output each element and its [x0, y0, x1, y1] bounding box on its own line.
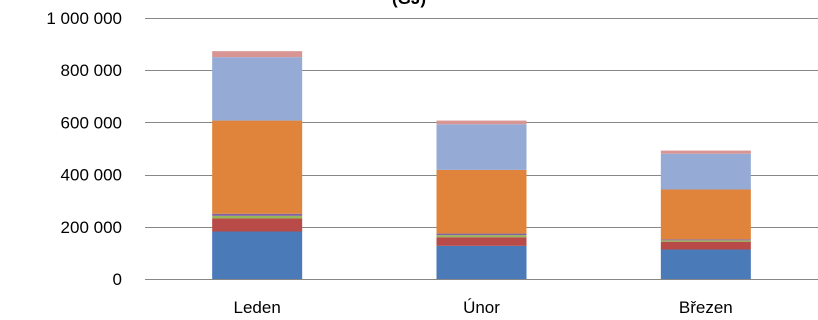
- bar-segment: [212, 218, 303, 232]
- y-tick-label: 0: [113, 270, 122, 289]
- bar-segment: [660, 153, 751, 190]
- bar-segment: [436, 235, 527, 238]
- bar-segment: [660, 240, 751, 242]
- chart-title: (GJ): [0, 0, 818, 9]
- y-tick-label: 1 000 000: [46, 9, 122, 28]
- bar-segment: [436, 245, 527, 279]
- y-tick-label: 600 000: [61, 113, 122, 132]
- bars: [212, 51, 751, 279]
- bar-segment: [436, 120, 527, 125]
- x-tick-label: Leden: [234, 298, 281, 317]
- y-tick-label: 400 000: [61, 166, 122, 185]
- bar-segment: [436, 169, 527, 234]
- bar-segment: [436, 237, 527, 246]
- bar-segment: [660, 150, 751, 154]
- bar-segment: [212, 213, 303, 216]
- bar-segment: [436, 124, 527, 170]
- y-tick-label: 200 000: [61, 218, 122, 237]
- bar-segment: [212, 231, 303, 279]
- bar-segment: [212, 120, 303, 214]
- x-tick-label: Březen: [679, 298, 733, 317]
- bar-segment: [660, 249, 751, 279]
- bar-segment: [660, 239, 751, 241]
- bar-segment: [436, 233, 527, 236]
- x-tick-label: Únor: [463, 298, 500, 317]
- bar-segment: [660, 241, 751, 250]
- y-tick-label: 800 000: [61, 61, 122, 80]
- bar-segment: [660, 189, 751, 240]
- tick-labels: 0 200 000 400 000 600 000 800 000 1 000 000 Le…: [46, 9, 732, 317]
- bar-segment: [212, 215, 303, 219]
- bar-segment: [212, 57, 303, 121]
- bar-segment: [212, 51, 303, 58]
